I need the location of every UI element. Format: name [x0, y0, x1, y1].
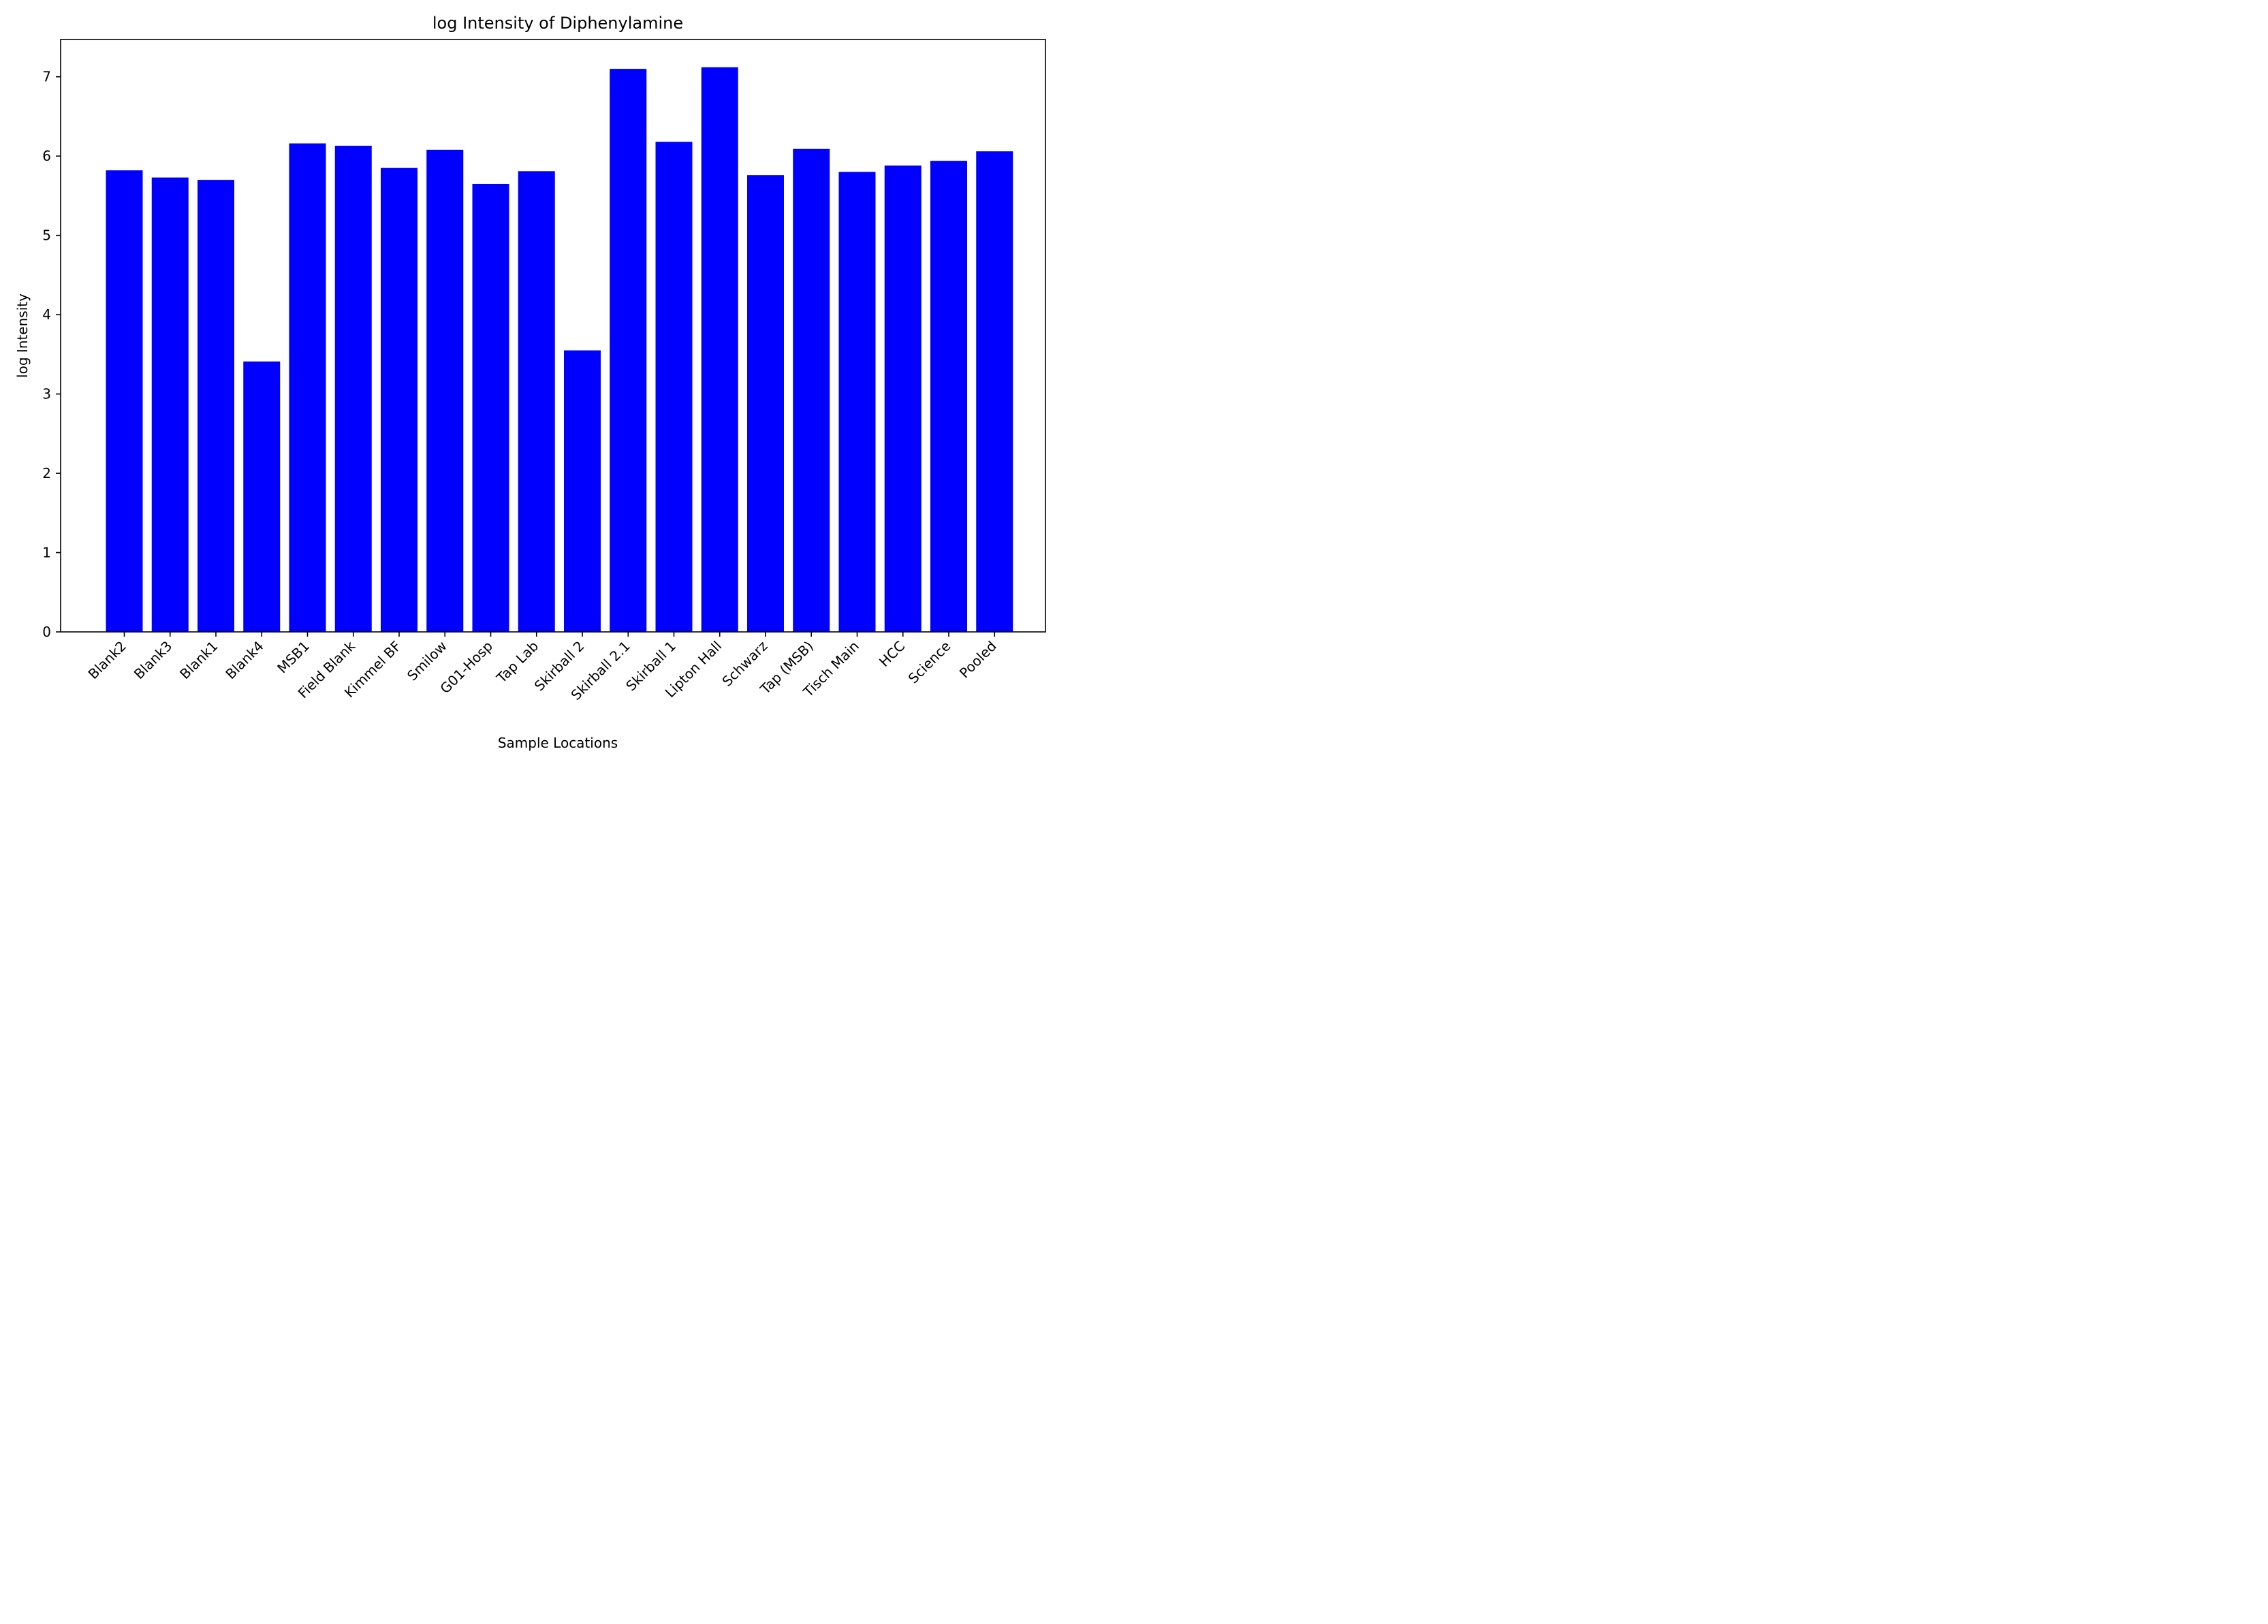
- bar-skirball-2-1: [610, 69, 647, 633]
- y-tick-label: 1: [42, 545, 51, 561]
- bar-skirball-1: [655, 142, 693, 632]
- x-tick-label: Blank1: [176, 638, 221, 682]
- x-tick-label: HCC: [876, 638, 908, 670]
- y-axis-ticks: 0 1 2 3 4 5 6 7: [42, 69, 61, 640]
- bar-blank1: [198, 180, 234, 632]
- bar-hcc: [884, 165, 922, 632]
- bars-group: [106, 67, 1013, 633]
- bar-tap-lab: [518, 171, 555, 633]
- bar-kimmel-bf: [381, 168, 418, 633]
- y-tick-label: 3: [42, 386, 51, 402]
- bar-smilow: [426, 149, 464, 632]
- bar-blank4: [243, 361, 281, 632]
- y-tick-label: 6: [42, 148, 51, 164]
- bar-tisch-main: [838, 172, 876, 632]
- plot-frame: [60, 39, 1046, 633]
- bar-blank3: [151, 177, 189, 632]
- bar-field-blank: [334, 146, 372, 632]
- x-axis-title: Sample Locations: [498, 735, 618, 751]
- x-tick-label: Blank2: [85, 638, 129, 682]
- x-tick-label: MSB1: [274, 638, 313, 677]
- y-tick-label: 2: [42, 465, 51, 481]
- bar-schwarz: [747, 175, 784, 632]
- bar-pooled: [976, 151, 1013, 633]
- bar-lipton-hall: [701, 67, 738, 632]
- y-tick-label: 4: [42, 306, 51, 323]
- bar-msb1: [289, 143, 326, 632]
- y-tick-label: 7: [42, 69, 51, 85]
- bar-blank2: [106, 170, 143, 632]
- bar-skirball-2: [564, 350, 601, 632]
- x-tick-label: Smilow: [404, 638, 450, 684]
- y-tick-label: 5: [42, 227, 51, 244]
- bar-tap-msb: [793, 148, 830, 632]
- bar-g01-hosp: [472, 183, 509, 632]
- y-tick-label: 0: [42, 624, 51, 640]
- bar-chart: log Intensity of Diphenylamine 01234567 …: [14, 14, 1046, 751]
- chart-title: log Intensity of Diphenylamine: [432, 14, 683, 33]
- bar-science: [930, 161, 967, 633]
- x-tick-label: Pooled: [956, 638, 1000, 682]
- x-tick-label: Science: [905, 638, 954, 687]
- x-tick-label: Blank3: [131, 638, 175, 682]
- x-tick-label: Blank4: [222, 638, 266, 682]
- y-axis-title: log Intensity: [14, 293, 31, 378]
